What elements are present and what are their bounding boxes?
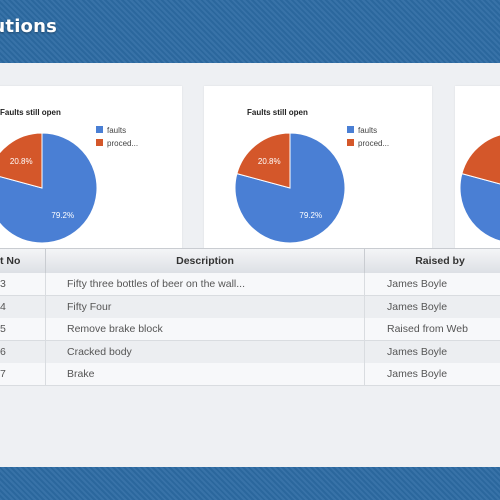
- table-row[interactable]: 3 Fifty three bottles of beer on the wall…: [0, 273, 500, 296]
- cell-raised-by: James Boyle: [387, 345, 448, 358]
- legend-swatch: [96, 126, 103, 133]
- pie-chart-faults-2: Faults still open 79.2% 20.8% faults proced.…: [234, 108, 389, 244]
- cell-description: Fifty Four: [67, 300, 112, 313]
- legend-label[interactable]: faults: [358, 126, 377, 135]
- legend-swatch: [347, 139, 354, 146]
- cell-no: 6: [0, 345, 6, 358]
- table-header: t No Description Raised by: [0, 248, 500, 274]
- pie-slice-label: 79.2%: [299, 211, 322, 220]
- pie-slice-1[interactable]: [236, 132, 291, 189]
- cell-description: Cracked body: [67, 345, 132, 358]
- pie-slice-1[interactable]: [461, 133, 500, 188]
- legend-label[interactable]: faults: [107, 126, 126, 135]
- table-row[interactable]: 6 Cracked body James Boyle: [0, 340, 500, 364]
- legend-label[interactable]: proced...: [107, 139, 138, 148]
- pie-slice-0[interactable]: [0, 132, 98, 244]
- pie-chart-faults-1: Faults still open 79.2% 20.8% faults proced.…: [0, 108, 138, 244]
- col-header-description[interactable]: Description: [176, 255, 234, 267]
- legend-swatch: [96, 139, 103, 146]
- cell-raised-by: James Boyle: [387, 300, 448, 313]
- chart-title: Faults still open: [0, 108, 61, 117]
- cell-no: 3: [0, 278, 6, 290]
- cell-description: Fifty three bottles of beer on the wall.…: [67, 278, 246, 290]
- pie-slice-label: 79.2%: [51, 211, 74, 220]
- app-title: lutions: [0, 16, 58, 37]
- cell-no: 5: [0, 323, 6, 336]
- cell-no: 4: [0, 300, 6, 313]
- col-header-raised-by[interactable]: Raised by: [415, 255, 465, 267]
- pie-chart-3: [459, 133, 500, 243]
- legend-label[interactable]: proced...: [358, 139, 389, 148]
- cell-no: 7: [0, 368, 6, 381]
- app-header: lutions: [0, 0, 500, 63]
- chart-title: Faults still open: [247, 108, 308, 117]
- col-header-no[interactable]: t No: [0, 255, 21, 267]
- cell-description: Remove brake block: [67, 323, 163, 336]
- legend-swatch: [347, 126, 354, 133]
- cell-raised-by: Raised from Web: [387, 323, 468, 336]
- table-row[interactable]: 5 Remove brake block Raised from Web: [0, 318, 500, 342]
- app-footer: [0, 467, 500, 500]
- cell-raised-by: James Boyle: [387, 368, 448, 381]
- cell-description: Brake: [67, 368, 95, 381]
- pie-slice-1[interactable]: [0, 132, 43, 189]
- pie-slice-label: 20.8%: [258, 157, 281, 166]
- table-row[interactable]: 4 Fifty Four James Boyle: [0, 295, 500, 319]
- table-row[interactable]: 7 Brake James Boyle: [0, 363, 500, 387]
- cell-raised-by: James Boyle: [387, 278, 448, 290]
- pie-slice-0[interactable]: [459, 133, 500, 243]
- pie-slice-label: 20.8%: [10, 157, 33, 166]
